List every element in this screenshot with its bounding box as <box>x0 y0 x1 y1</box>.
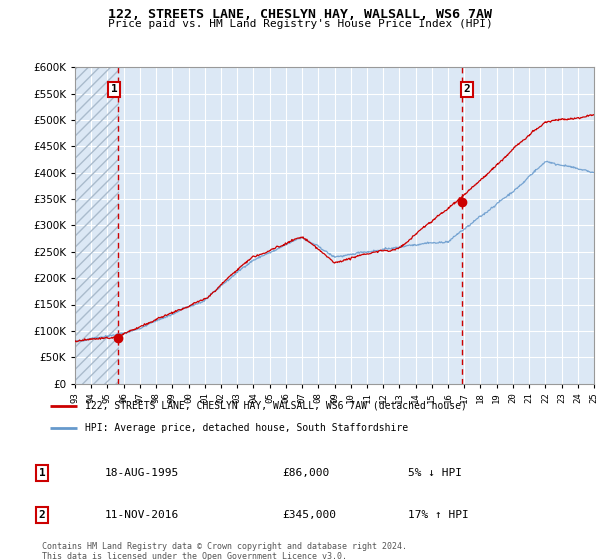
Text: 122, STREETS LANE, CHESLYN HAY, WALSALL, WS6 7AW: 122, STREETS LANE, CHESLYN HAY, WALSALL,… <box>108 8 492 21</box>
Text: £86,000: £86,000 <box>282 468 329 478</box>
Text: 1: 1 <box>111 85 118 94</box>
Text: 2: 2 <box>38 510 46 520</box>
Text: 18-AUG-1995: 18-AUG-1995 <box>105 468 179 478</box>
Text: 122, STREETS LANE, CHESLYN HAY, WALSALL, WS6 7AW (detached house): 122, STREETS LANE, CHESLYN HAY, WALSALL,… <box>85 400 467 410</box>
Text: 5% ↓ HPI: 5% ↓ HPI <box>408 468 462 478</box>
Text: 1: 1 <box>38 468 46 478</box>
Text: 2: 2 <box>464 85 470 94</box>
Text: HPI: Average price, detached house, South Staffordshire: HPI: Average price, detached house, Sout… <box>85 423 409 433</box>
Text: Price paid vs. HM Land Registry's House Price Index (HPI): Price paid vs. HM Land Registry's House … <box>107 19 493 29</box>
Text: 11-NOV-2016: 11-NOV-2016 <box>105 510 179 520</box>
Text: 17% ↑ HPI: 17% ↑ HPI <box>408 510 469 520</box>
Text: £345,000: £345,000 <box>282 510 336 520</box>
Text: Contains HM Land Registry data © Crown copyright and database right 2024.
This d: Contains HM Land Registry data © Crown c… <box>42 542 407 560</box>
Bar <box>75 67 119 384</box>
